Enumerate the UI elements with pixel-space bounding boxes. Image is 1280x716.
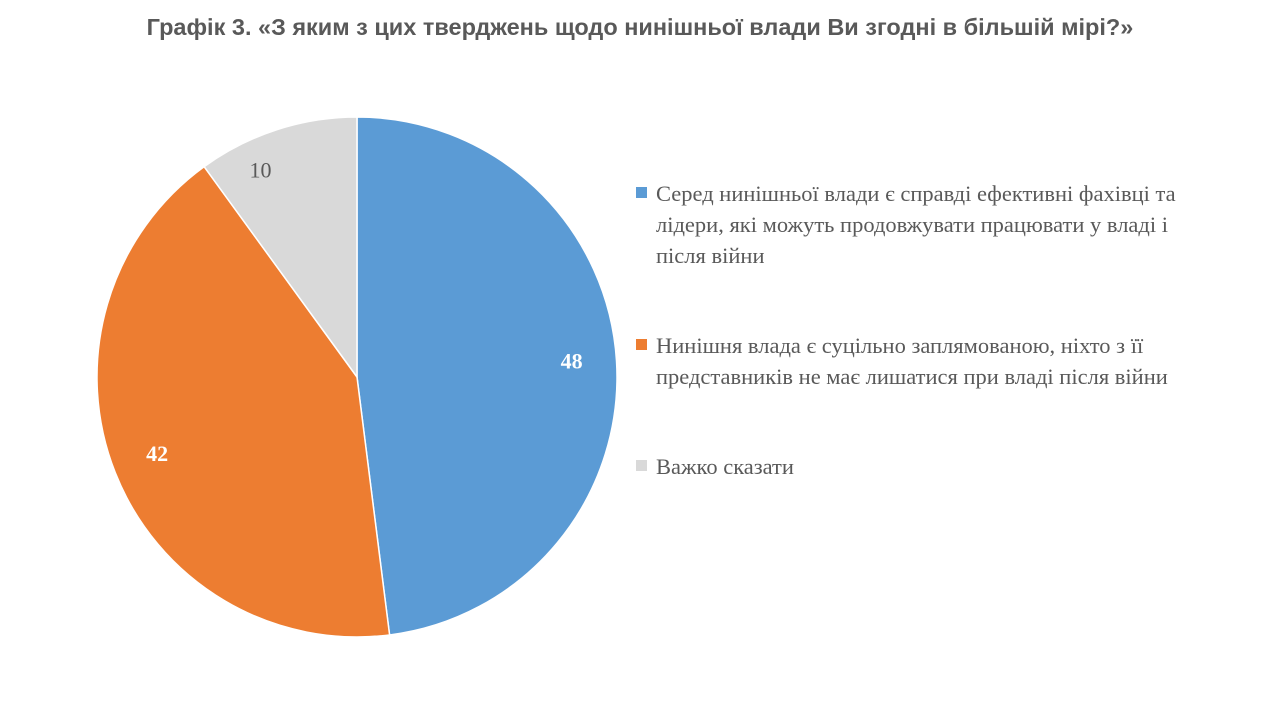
pie-slice-hard-to-say [203,116,358,380]
legend-item-tainted: Нинішня влада є суцільно заплямованою, н… [636,330,1216,392]
pie-slice-tainted [96,165,391,638]
data-label-effective: 48 [561,349,583,374]
data-label-tainted: 42 [146,441,168,466]
legend-label-hard-to-say: Важко сказати [656,454,794,479]
legend-item-hard-to-say: Важко сказати [636,451,1216,482]
legend-swatch-tainted [636,339,647,350]
chart-legend: Серед нинішньої влади є справді ефективн… [636,178,1216,482]
legend-swatch-hard-to-say [636,460,647,471]
data-label-hard-to-say: 10 [250,158,272,183]
chart-title: Графік 3. «З яким з цих тверджень щодо н… [146,14,1134,40]
legend-label-tainted: Нинішня влада є суцільно заплямованою, н… [656,333,1168,389]
legend-item-effective: Серед нинішньої влади є справді ефективн… [636,178,1216,271]
legend-label-effective: Серед нинішньої влади є справді ефективн… [656,181,1176,268]
legend-swatch-effective [636,187,647,198]
pie-slice-effective [356,116,618,636]
